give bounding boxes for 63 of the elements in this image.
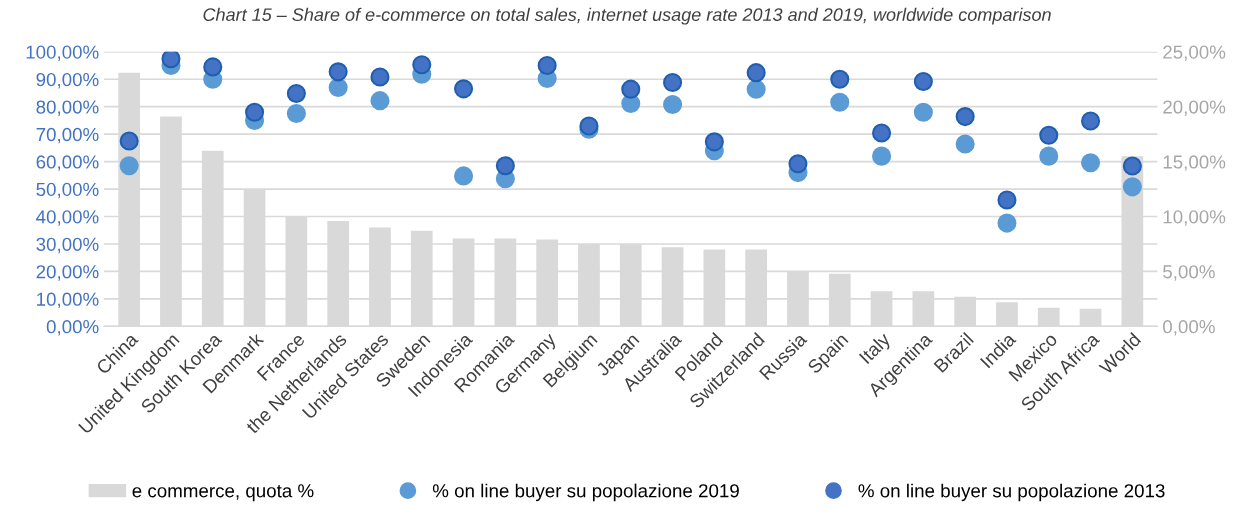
point (370, 67, 390, 87)
point (955, 107, 975, 127)
y-tick-label: 40,00% (36, 210, 99, 226)
point (245, 102, 265, 122)
point (203, 57, 223, 77)
y-tick-label: 90,00% (36, 72, 99, 89)
y-tick-label: 80,00% (36, 100, 99, 116)
y2-tick-label: 0,00% (1163, 320, 1215, 336)
point (328, 62, 348, 82)
y2-tick-label: 5,00% (1163, 265, 1215, 281)
point (286, 104, 306, 124)
point (495, 156, 515, 176)
y2-tick-label: 10,00% (1163, 210, 1226, 226)
bar (1079, 308, 1102, 327)
y-tick-label: 30,00% (36, 237, 99, 254)
point (1122, 156, 1142, 176)
point (704, 132, 724, 152)
y2-tick-label: 20,00% (1163, 100, 1226, 116)
y-tick-label: 20,00% (36, 265, 99, 281)
y-tick-label: 10,00% (37, 292, 99, 309)
point (746, 79, 766, 99)
point (913, 102, 933, 122)
point (454, 166, 474, 186)
legend-label: % on line buyer su popolazione 2013 (858, 483, 1165, 502)
point (454, 79, 474, 99)
point (663, 94, 683, 115)
point (412, 55, 432, 75)
point (1081, 153, 1101, 173)
point (621, 79, 641, 99)
point (328, 77, 348, 98)
point (872, 123, 892, 143)
y-tick-label: 100,00% (26, 45, 99, 61)
point (119, 131, 139, 151)
point (913, 71, 933, 91)
point (537, 55, 557, 76)
point (746, 63, 766, 83)
point (830, 69, 850, 89)
point (955, 134, 975, 154)
y-tick-label: 70,00% (36, 127, 99, 144)
y2-tick-label: 25,00% (1163, 45, 1226, 61)
point (788, 154, 808, 174)
y-tick-label: 0,00% (46, 320, 99, 336)
point (286, 83, 306, 104)
legend-label: e commerce, quota % (132, 484, 314, 502)
y-tick-label: 50,00% (36, 182, 99, 199)
y2-tick-label: 15,00% (1163, 155, 1226, 171)
point (997, 213, 1017, 233)
point (1122, 177, 1142, 197)
point (663, 73, 683, 93)
chart-title: Chart 15 – Share of e-commerce on total sales, internet usage rate 2013 and 2019, worldwide comparison (203, 7, 1051, 25)
point (1039, 125, 1059, 145)
point (830, 92, 850, 112)
legend-label: % on line buyer su popolazione 2019 (432, 483, 739, 502)
point (997, 190, 1017, 210)
point (119, 156, 139, 176)
point (872, 146, 892, 166)
point (1039, 146, 1059, 166)
bar (1037, 307, 1060, 327)
point (1081, 111, 1101, 131)
bar (996, 302, 1018, 327)
point (370, 91, 390, 111)
point (161, 51, 181, 69)
y-tick-label: 60,00% (36, 155, 99, 171)
